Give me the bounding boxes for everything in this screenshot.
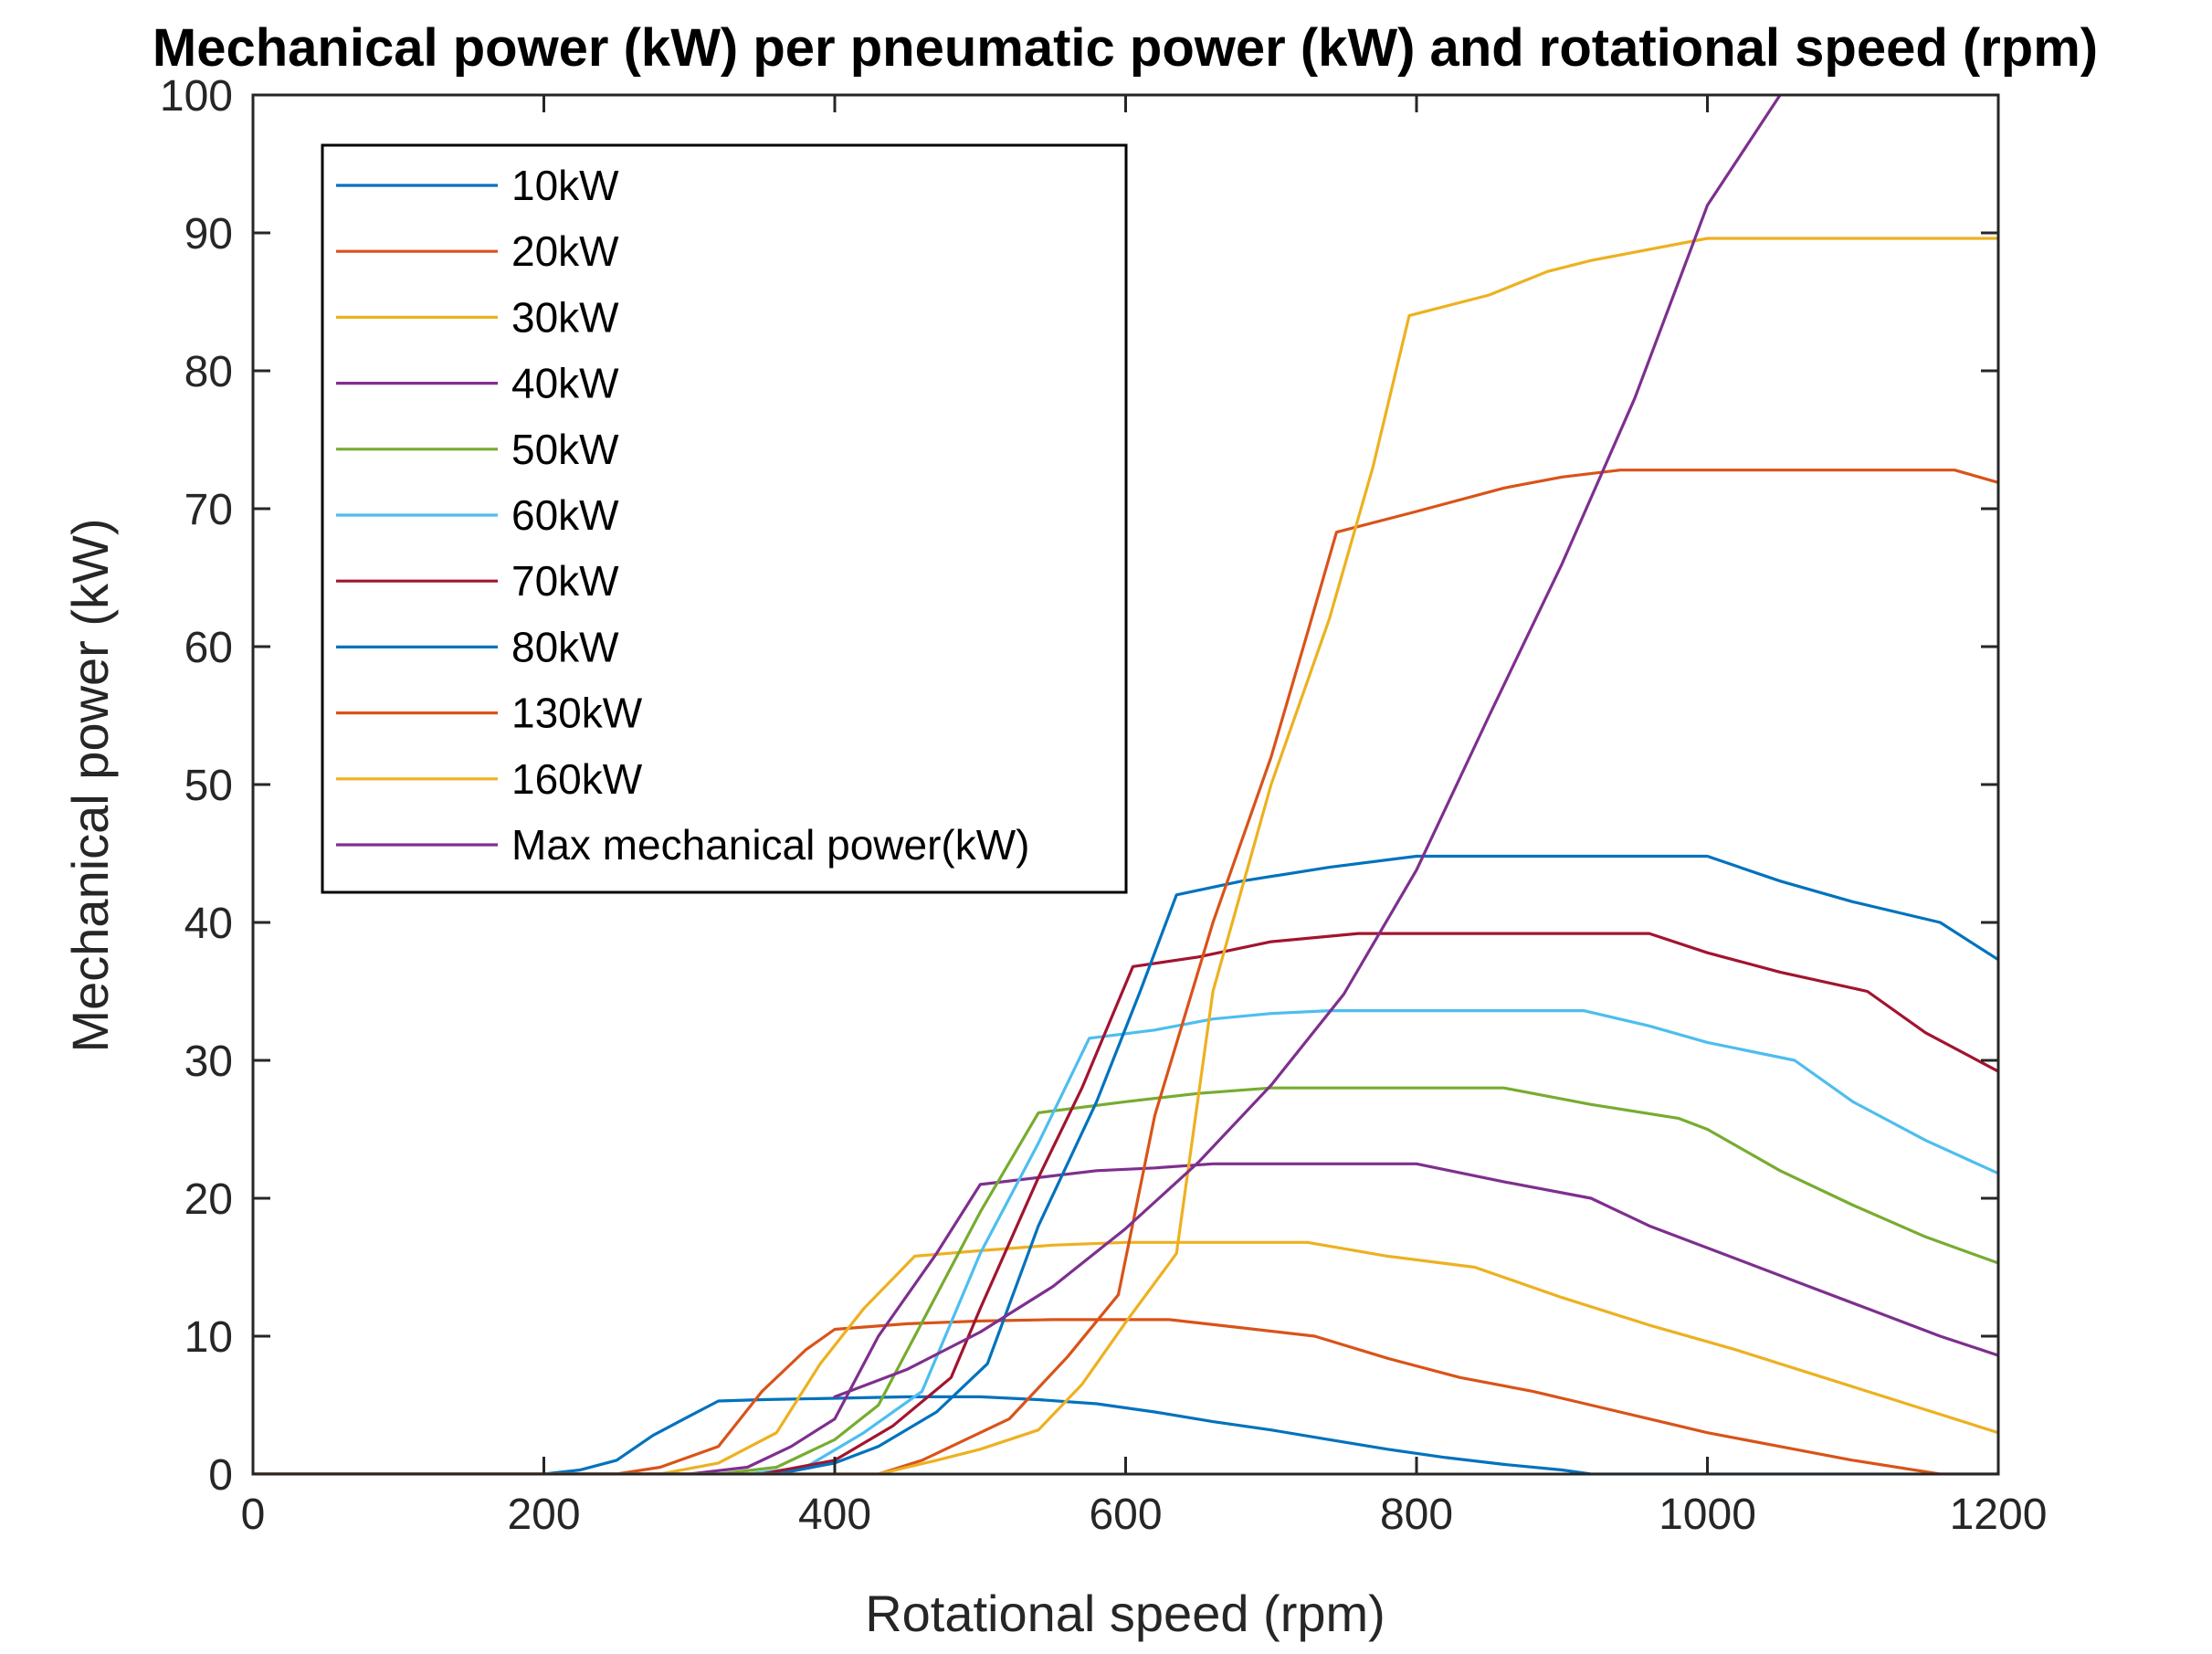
- legend: 10kW 20kW 30kW 40kW 50kW 60kW 70kW 80kW 130kW 160…: [321, 143, 1128, 894]
- legend-item: Max mechanical power(kW): [336, 821, 1029, 869]
- y-tick-label: 60: [184, 624, 233, 672]
- legend-item: 20kW: [336, 227, 619, 275]
- x-tick-label: 800: [1380, 1491, 1453, 1539]
- legend-item: 70kW: [336, 557, 619, 605]
- legend-item: 130kW: [336, 690, 643, 737]
- legend-item: 40kW: [336, 360, 619, 407]
- chart-title: Mechanical power (kW) per pneumatic powe…: [153, 18, 2098, 78]
- y-tick-label: 0: [208, 1451, 233, 1500]
- series-line-11: [833, 95, 1782, 1399]
- y-tick-label: 40: [184, 900, 233, 948]
- legend-label: 160kW: [511, 755, 643, 803]
- series-line-4: [253, 1162, 1998, 1474]
- y-tick-label: 20: [184, 1175, 233, 1224]
- y-tick-label: 80: [184, 348, 233, 396]
- series-line-7: [253, 932, 1998, 1474]
- x-tick-label: 400: [798, 1491, 871, 1539]
- legend-label: 20kW: [511, 227, 619, 275]
- plot-frame: [251, 93, 2000, 1476]
- x-axis-label: Rotational speed (rpm): [865, 1585, 1385, 1642]
- legend-item: 30kW: [336, 293, 619, 341]
- series-layer: [253, 95, 1998, 1474]
- legend-item: 10kW: [336, 162, 619, 209]
- y-axis-label: Mechanical power (kW): [61, 518, 119, 1052]
- series-line-5: [253, 1086, 1998, 1474]
- legend-label: 10kW: [511, 162, 619, 209]
- series-line-1: [253, 1395, 1998, 1474]
- x-tick-label: 200: [507, 1491, 580, 1539]
- ticks-layer: 0 200 400 600 800 1000 1200 0 10 20 30 40 50 60 70 80 90…: [160, 72, 2047, 1539]
- y-tick-label: 30: [184, 1038, 233, 1086]
- series-line-9: [253, 469, 1998, 1474]
- series-line-6: [253, 1008, 1998, 1474]
- y-tick-label: 70: [184, 486, 233, 534]
- y-tick-label: 50: [184, 762, 233, 810]
- legend-label: Max mechanical power(kW): [511, 821, 1029, 869]
- legend-label: 70kW: [511, 557, 619, 605]
- legend-box: [321, 143, 1128, 894]
- legend-label: 40kW: [511, 360, 619, 407]
- legend-item: 50kW: [336, 426, 619, 473]
- legend-label: 130kW: [511, 690, 643, 737]
- legend-item: 60kW: [336, 491, 619, 539]
- legend-label: 80kW: [511, 623, 619, 670]
- x-tick-label: 600: [1089, 1491, 1162, 1539]
- y-tick-label: 10: [184, 1313, 233, 1362]
- series-line-10: [253, 237, 1998, 1474]
- legend-label: 60kW: [511, 491, 619, 539]
- legend-label: 30kW: [511, 293, 619, 341]
- legend-item: 160kW: [336, 755, 643, 803]
- y-tick-label: 90: [184, 210, 233, 258]
- legend-item: 80kW: [336, 623, 619, 670]
- series-line-8: [253, 854, 1998, 1474]
- legend-entries: 10kW 20kW 30kW 40kW 50kW 60kW 70kW 80kW 130kW 160…: [336, 162, 1029, 869]
- series-line-2: [253, 1318, 1998, 1474]
- x-tick-label: 1000: [1659, 1491, 1756, 1539]
- legend-label: 50kW: [511, 426, 619, 473]
- y-tick-label: 100: [160, 72, 233, 121]
- x-tick-label: 0: [241, 1491, 266, 1539]
- series-line-3: [253, 1240, 1998, 1474]
- x-tick-label: 1200: [1950, 1491, 2048, 1539]
